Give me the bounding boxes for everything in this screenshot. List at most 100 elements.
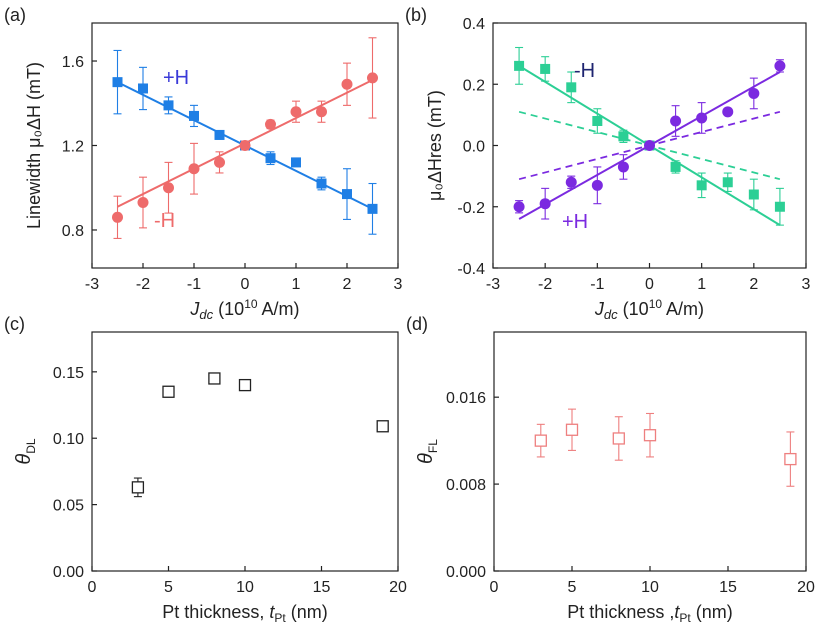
x-tick-label: 0 bbox=[490, 579, 499, 596]
panel-d: 0 5 10 15 20 0.000 0.008 0.016 (d) Pt thickness ,… bbox=[406, 314, 815, 625]
x-axis-label: Jdc (1010 A/m) bbox=[189, 297, 299, 322]
data-point bbox=[214, 156, 225, 168]
x-tick-label: 10 bbox=[236, 579, 254, 596]
x-tick-label: 0 bbox=[241, 276, 250, 293]
series-+H bbox=[513, 59, 786, 220]
label-part: Pt bbox=[274, 611, 286, 625]
data-point bbox=[376, 420, 389, 433]
y-tick-label: 0.10 bbox=[53, 431, 84, 448]
label-part: dc bbox=[604, 307, 618, 322]
y-tick-label: 0.000 bbox=[446, 564, 486, 581]
data-point bbox=[670, 115, 682, 127]
panel-a: -3 -2 -1 0 1 2 3 0.8 1.2 1.6 (a) Jdc (1010 A/m) Line… bbox=[4, 5, 403, 322]
label-part: Pt thickness , bbox=[567, 602, 674, 622]
y-tick-label: 0.05 bbox=[53, 498, 84, 515]
label-part: t bbox=[674, 602, 680, 622]
y-tick-label: 0.2 bbox=[463, 77, 485, 94]
data-point bbox=[239, 140, 251, 151]
data-point bbox=[643, 429, 657, 442]
label-part: θ bbox=[415, 453, 437, 464]
data-point bbox=[290, 106, 302, 118]
y-tick-label: 0.016 bbox=[446, 390, 486, 407]
label-part: (10 bbox=[213, 299, 244, 319]
data-point bbox=[612, 432, 625, 445]
x-tick-label: 1 bbox=[292, 276, 301, 293]
y-tick-label: 0.8 bbox=[62, 223, 84, 240]
y-tick-label: 0.00 bbox=[53, 564, 84, 581]
x-tick-label: 2 bbox=[749, 276, 758, 293]
data-point bbox=[644, 140, 655, 151]
label-part: J bbox=[594, 299, 605, 319]
data-point bbox=[748, 87, 760, 99]
series-annotation: -H bbox=[154, 210, 175, 232]
x-tick-label: -3 bbox=[486, 276, 500, 293]
x-tick-label: 2 bbox=[343, 276, 352, 293]
y-axis-label: μ₀ΔHres (mT) bbox=[425, 90, 445, 201]
data-point bbox=[592, 116, 603, 126]
label-part: t bbox=[269, 602, 275, 622]
data-point bbox=[342, 189, 352, 200]
data-point bbox=[696, 180, 707, 191]
series-annotation: +H bbox=[163, 67, 189, 89]
data-point bbox=[163, 100, 174, 111]
series-theta_FL bbox=[534, 408, 797, 487]
data-point bbox=[565, 423, 579, 436]
series-theta_DL bbox=[131, 372, 389, 498]
x-tick-label: 5 bbox=[164, 579, 173, 596]
data-point bbox=[112, 211, 123, 223]
panel-b: -3 -2 -1 0 1 2 3 -0.4 -0.2 0.0 0.2 0.4 (b) Jdc (1010 … bbox=[405, 5, 811, 322]
panel-label: (c) bbox=[4, 314, 25, 334]
panel-label: (d) bbox=[406, 314, 428, 334]
data-point bbox=[618, 131, 629, 142]
panel-c: 0 5 10 15 20 0.00 0.05 0.10 0.15 (c) Pt thickness,… bbox=[4, 314, 407, 625]
data-point bbox=[214, 129, 225, 140]
data-point bbox=[188, 163, 200, 175]
data-point bbox=[514, 60, 525, 71]
series-annotation: +H bbox=[562, 211, 588, 233]
data-point bbox=[696, 112, 708, 124]
data-point bbox=[316, 178, 327, 189]
x-tick-label: 3 bbox=[802, 276, 811, 293]
y-tick-label: 0.4 bbox=[463, 16, 485, 33]
data-point bbox=[316, 106, 327, 118]
data-point bbox=[162, 385, 175, 398]
label-part: (10 bbox=[618, 299, 649, 319]
plot-frame bbox=[91, 331, 399, 572]
x-tick-label: 0 bbox=[88, 579, 97, 596]
data-point bbox=[265, 118, 276, 130]
data-point bbox=[238, 378, 252, 392]
y-tick-label: -0.4 bbox=[457, 261, 485, 278]
y-tick-label: -0.2 bbox=[457, 200, 485, 217]
series-annotation: -H bbox=[574, 60, 595, 82]
data-point bbox=[367, 203, 378, 214]
x-tick-label: 5 bbox=[568, 579, 577, 596]
data-point bbox=[617, 161, 629, 173]
label-part: (nm) bbox=[286, 602, 328, 622]
panel-label: (a) bbox=[4, 5, 26, 25]
y-tick-label: 1.6 bbox=[62, 54, 84, 71]
x-tick-label: 15 bbox=[313, 579, 331, 596]
x-tick-label: -1 bbox=[187, 276, 201, 293]
y-axis-label: θFL bbox=[415, 439, 440, 464]
y-axis-label: Linewidth μ₀ΔH (mT) bbox=[24, 62, 44, 229]
x-tick-label: -2 bbox=[136, 276, 150, 293]
label-part: (nm) bbox=[691, 602, 733, 622]
x-tick-label: 3 bbox=[394, 276, 403, 293]
data-point bbox=[131, 481, 145, 494]
x-tick-label: 10 bbox=[641, 579, 659, 596]
data-point bbox=[748, 189, 759, 200]
data-point bbox=[534, 434, 547, 447]
y-tick-label: 0.15 bbox=[53, 365, 84, 382]
data-point bbox=[513, 201, 525, 213]
x-tick-label: 20 bbox=[797, 579, 815, 596]
data-point bbox=[208, 372, 221, 385]
label-part: Pt thickness, bbox=[162, 602, 269, 622]
label-part: FL bbox=[426, 439, 440, 453]
label-part: DL bbox=[24, 438, 38, 454]
data-point bbox=[539, 198, 551, 210]
x-tick-label: -1 bbox=[590, 276, 604, 293]
label-part: 10 bbox=[649, 297, 663, 311]
x-tick-label: 0 bbox=[645, 276, 654, 293]
data-point bbox=[774, 201, 785, 212]
